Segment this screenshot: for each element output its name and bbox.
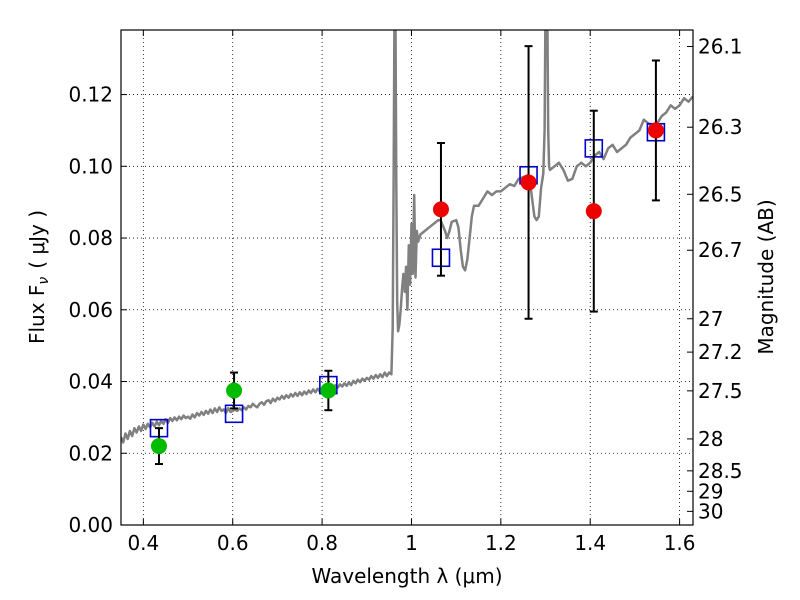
- y-axis-title-main: Flux F: [25, 285, 49, 344]
- tick-marks: [121, 30, 693, 526]
- plot-frame: [120, 29, 694, 526]
- x-tick-label: 0.6: [217, 531, 249, 555]
- x-tick-label: 1.4: [574, 531, 606, 555]
- y-axis-title-left: Flux Fν ( μJy ): [25, 210, 52, 344]
- x-tick-label: 1: [405, 531, 418, 555]
- x-axis-title: Wavelength λ (μm): [311, 564, 502, 588]
- magnitude-tick-label: 26.3: [698, 115, 743, 139]
- y-tick-label: 0.06: [68, 298, 113, 322]
- magnitude-tick-label: 26.5: [698, 182, 743, 206]
- observed-point-red: [647, 122, 664, 139]
- y-tick-label: 0.02: [68, 441, 113, 465]
- magnitude-tick-label: 28.5: [698, 459, 743, 483]
- magnitude-tick-label: 26.7: [698, 238, 743, 262]
- observed-point-green: [320, 382, 337, 399]
- y-axis-title-unit: ( μJy ): [25, 210, 49, 269]
- y-axis-title-subscript: ν: [36, 277, 52, 285]
- y-axis-title-right: Magnitude (AB): [754, 199, 778, 354]
- magnitude-tick-label: 29: [698, 479, 723, 503]
- observed-point-red: [432, 201, 449, 218]
- observed-point-green: [150, 438, 167, 455]
- y-tick-label: 0.10: [68, 154, 113, 178]
- observed-point-red: [585, 203, 602, 220]
- marker-layer: [149, 45, 666, 466]
- x-tick-label: 1.2: [485, 531, 517, 555]
- data-layer: [121, 30, 693, 444]
- magnitude-tick-label: 28: [698, 427, 723, 451]
- y-tick-label: 0.04: [68, 370, 113, 394]
- y-tick-label: 0.08: [68, 226, 113, 250]
- observed-point-red: [520, 174, 537, 191]
- magnitude-tick-label: 27: [698, 307, 723, 331]
- y-tick-label: 0.00: [68, 513, 113, 537]
- model-spectrum-line: [121, 30, 693, 444]
- magnitude-tick-label: 26.1: [698, 35, 743, 59]
- x-tick-label: 1.6: [664, 531, 696, 555]
- x-tick-label: 0.4: [127, 531, 159, 555]
- magnitude-tick-label: 27.2: [698, 340, 743, 364]
- x-tick-label: 0.8: [306, 531, 338, 555]
- tick-labels: 0.4 0.6 0.8 1 1.2 1.4 1.6 0.00 0.02 0.04 0.06 0.08 0…: [68, 35, 742, 556]
- y-tick-label: 0.12: [68, 83, 113, 107]
- observed-point-green: [226, 382, 243, 399]
- magnitude-tick-label: 30: [698, 499, 723, 523]
- magnitude-tick-label: 27.5: [698, 379, 743, 403]
